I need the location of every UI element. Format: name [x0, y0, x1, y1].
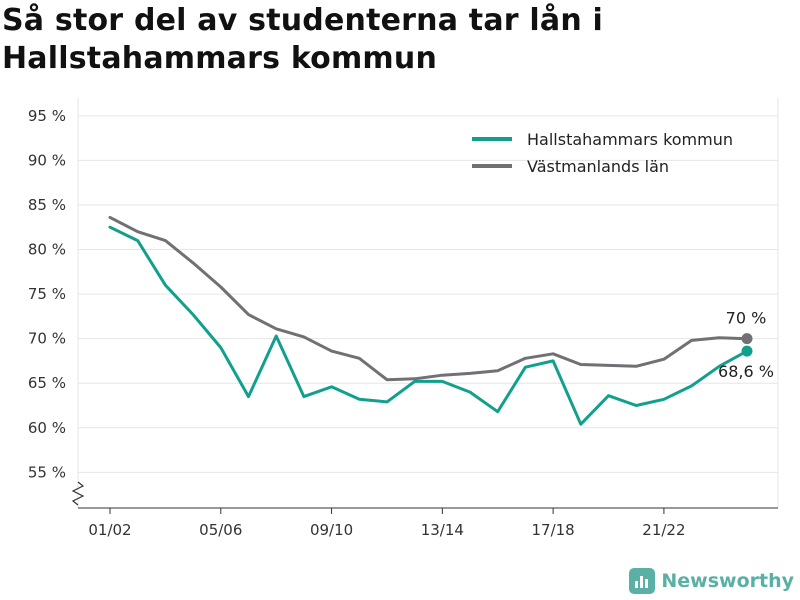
end-point [741, 333, 753, 345]
y-tick-label: 75 % [28, 285, 66, 303]
axis-break-icon [71, 481, 85, 506]
x-tick-label: 05/06 [199, 521, 242, 539]
end-point [741, 345, 753, 357]
y-tick-label: 80 % [28, 241, 66, 259]
brand-name: Newsworthy [661, 570, 794, 592]
series-line [108, 225, 749, 426]
y-axis-ticks: 55 % 60 % 65 % 70 % 75 % 80 % 85 % 90 % 95 % [28, 107, 66, 482]
y-tick-label: 85 % [28, 196, 66, 214]
x-tick-label: 17/18 [532, 521, 575, 539]
y-tick-label: 60 % [28, 419, 66, 437]
x-axis: 01/02 05/06 09/10 13/14 17/18 21/22 [71, 98, 778, 539]
grid-lines [78, 98, 779, 508]
x-tick-label: 01/02 [88, 521, 131, 539]
legend-label: Västmanlands län [527, 157, 669, 176]
series-lines: 70 % 68,6 % [108, 215, 774, 426]
x-tick-label: 09/10 [310, 521, 353, 539]
y-tick-label: 55 % [28, 463, 66, 481]
legend-label: Hallstahammars kommun [527, 130, 733, 149]
y-tick-label: 70 % [28, 330, 66, 348]
y-tick-label: 65 % [28, 374, 66, 392]
y-tick-label: 90 % [28, 151, 66, 169]
end-label: 70 % [726, 309, 767, 328]
bar-chart-icon [629, 568, 656, 594]
x-tick-label: 13/14 [421, 521, 464, 539]
chart-title: Så stor del av studenterna tar lån i Hal… [2, 3, 604, 76]
legend: Hallstahammars kommun Västmanlands län [472, 130, 733, 176]
y-tick-label: 95 % [28, 107, 66, 125]
newsworthy-logo: Newsworthy [629, 568, 794, 594]
series-line [108, 215, 749, 382]
x-tick-label: 21/22 [642, 521, 685, 539]
end-label: 68,6 % [718, 362, 774, 381]
